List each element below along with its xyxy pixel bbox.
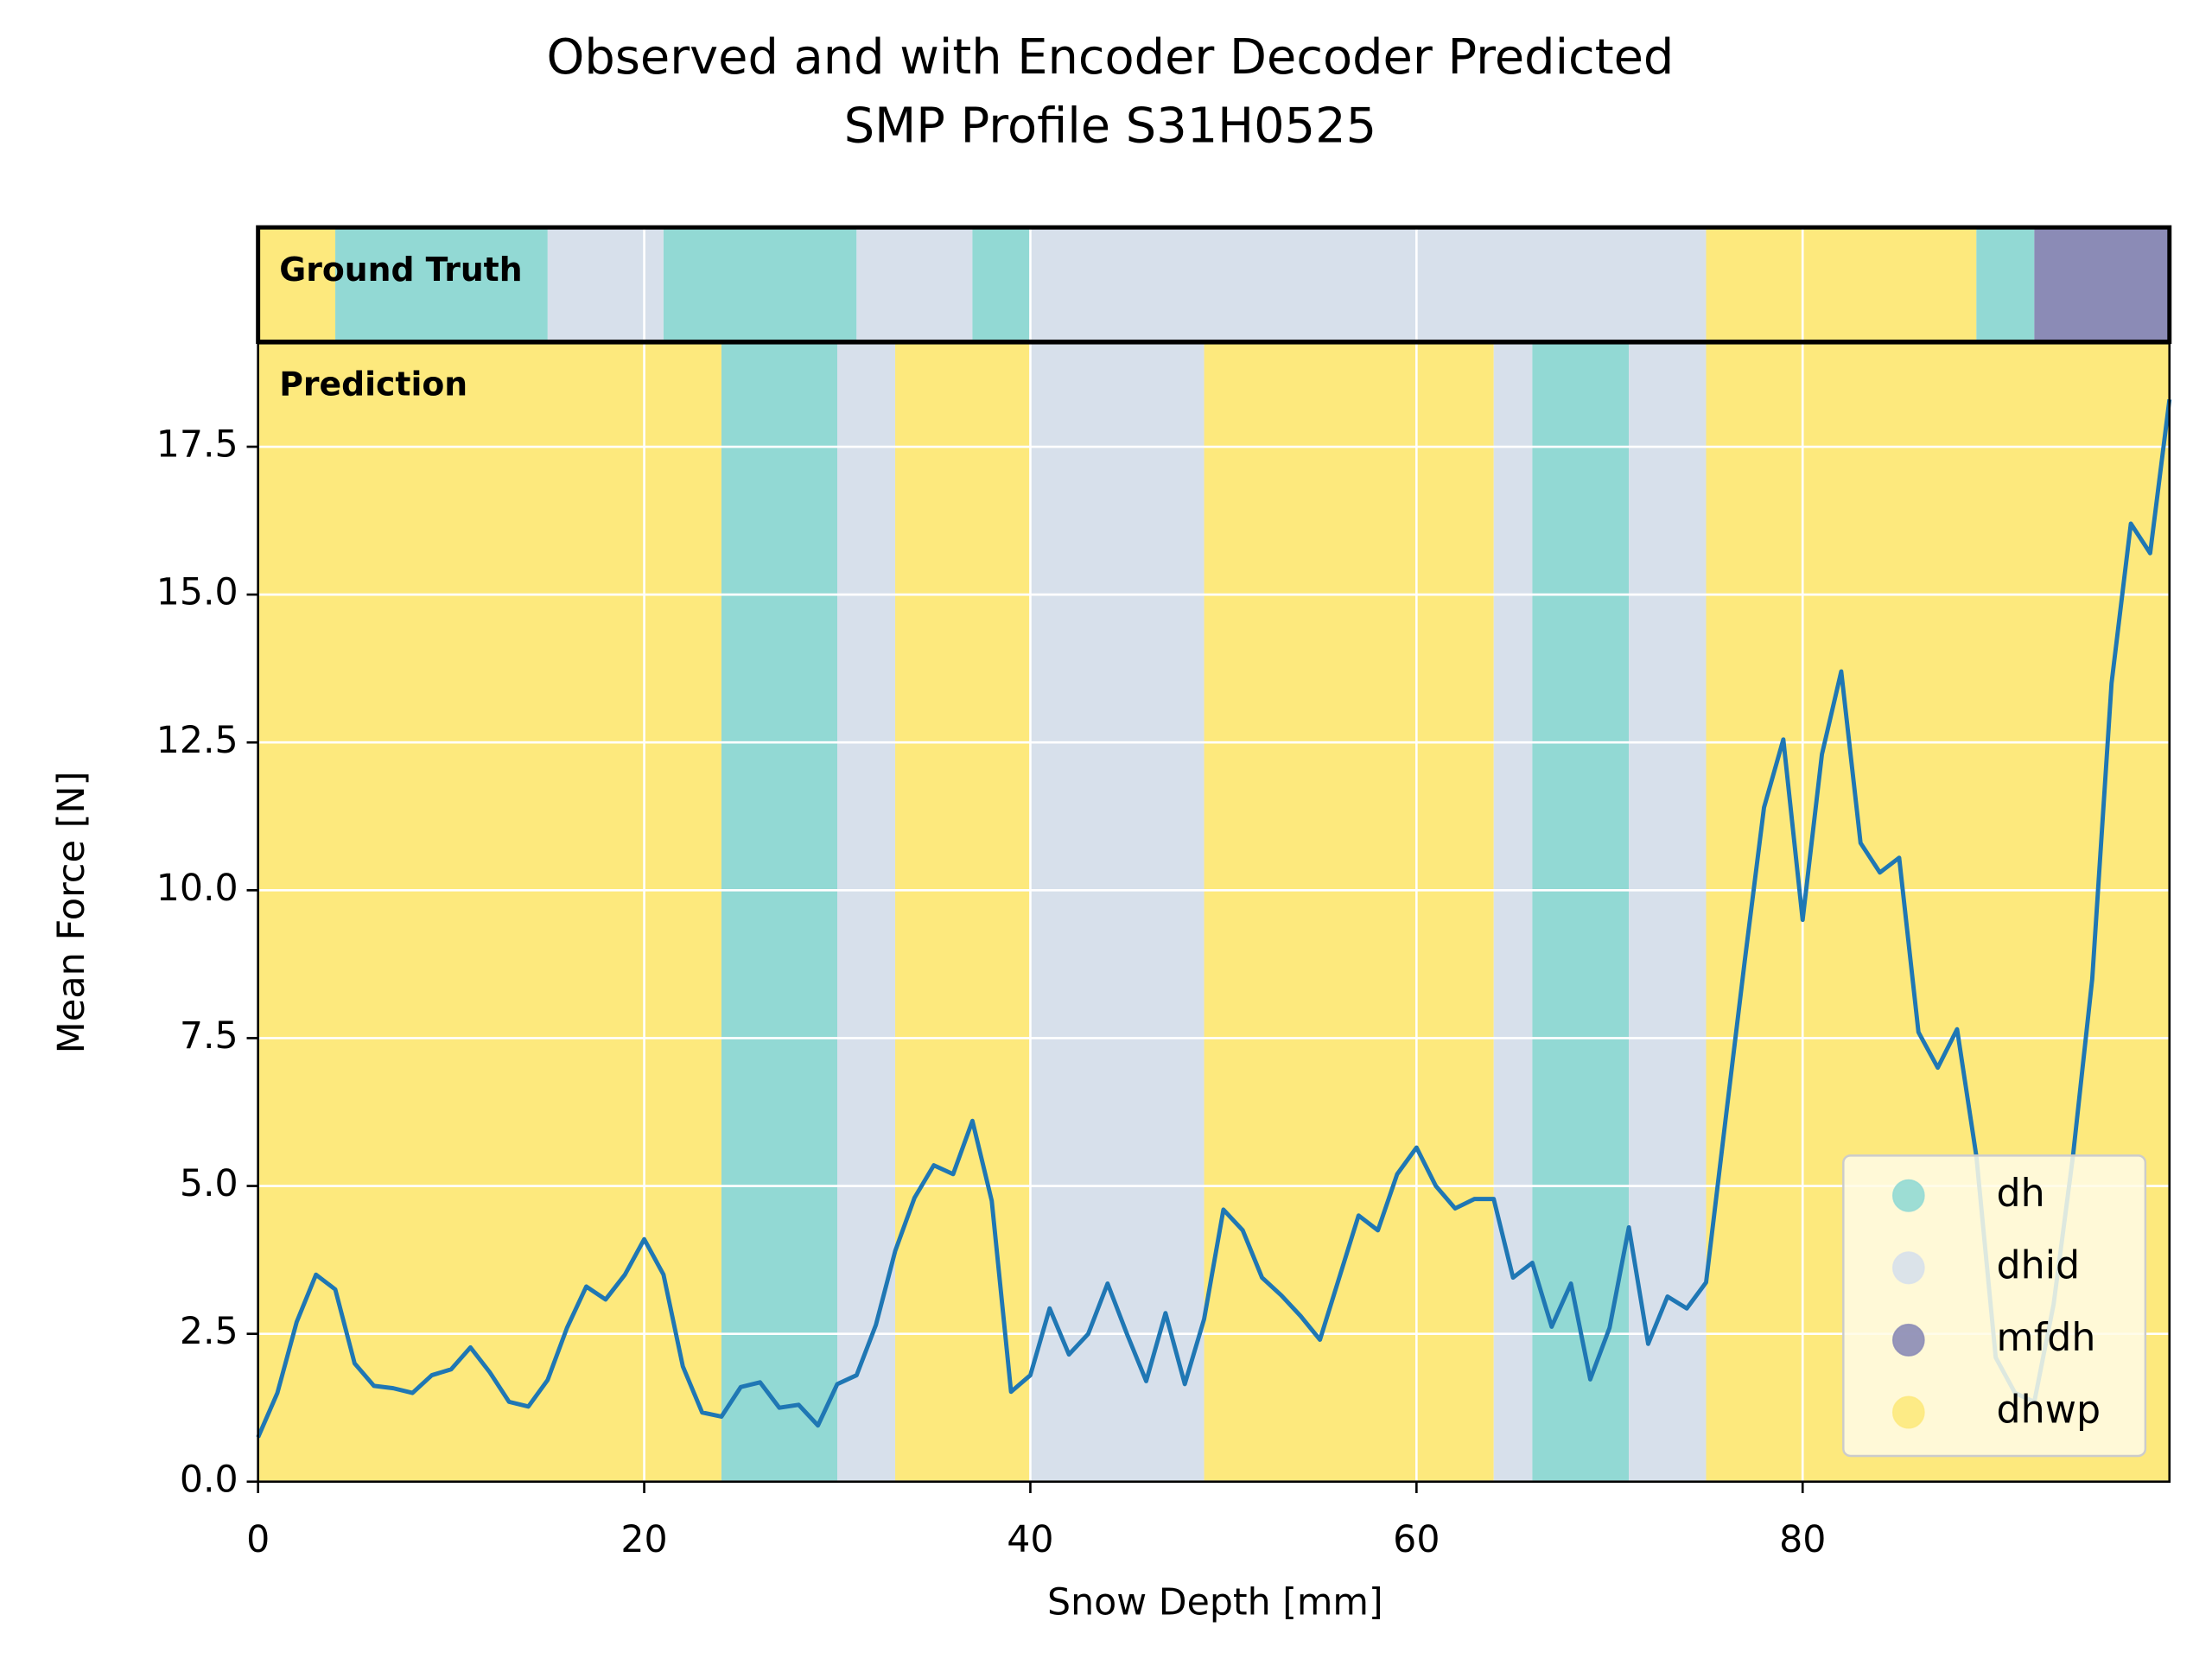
y-tick-label: 5.0	[180, 1162, 238, 1205]
y-tick-label: 15.0	[156, 571, 238, 614]
class-segment	[257, 343, 721, 1482]
class-segment	[335, 227, 548, 342]
class-segment	[837, 343, 896, 1482]
legend-marker	[1891, 1251, 1925, 1285]
legend-marker	[1891, 1179, 1925, 1212]
legend-label: mfdh	[1997, 1316, 2096, 1360]
y-tick-label: 0.0	[180, 1458, 238, 1501]
class-segment	[1204, 343, 1494, 1482]
legend-label: dhid	[1997, 1243, 2081, 1287]
class-segment	[257, 227, 336, 342]
class-segment	[2034, 227, 2170, 342]
x-axis-label: Snow Depth [mm]	[1047, 1580, 1383, 1624]
class-segment	[1030, 343, 1205, 1482]
chart-title: Observed and with Encoder Decoder Predic…	[547, 29, 1675, 86]
class-segment	[856, 227, 973, 342]
class-segment	[1493, 343, 1533, 1482]
y-tick-label: 7.5	[180, 1014, 238, 1058]
legend-box	[1842, 1154, 2147, 1458]
class-segment	[1706, 227, 1977, 342]
class-segment	[1629, 343, 1707, 1482]
x-tick-label: 80	[1779, 1518, 1826, 1561]
class-segment	[972, 227, 1031, 342]
strip-frame	[256, 225, 2172, 345]
legend-marker	[1891, 1395, 1925, 1429]
class-segment	[895, 343, 1031, 1482]
x-tick-label: 20	[620, 1518, 667, 1561]
x-tick-label: 0	[246, 1518, 270, 1561]
x-tick-label: 60	[1393, 1518, 1440, 1561]
class-segment	[547, 227, 664, 342]
legend-label: dhwp	[1997, 1388, 2101, 1432]
y-tick-label: 2.5	[180, 1310, 238, 1353]
y-axis-label: Mean Force [N]	[50, 772, 93, 1054]
chart-subtitle: SMP Profile S31H0525	[844, 98, 1376, 154]
y-tick-label: 12.5	[156, 719, 238, 762]
class-segment	[1030, 227, 1707, 342]
y-tick-label: 10.0	[156, 867, 238, 910]
band-label: Prediction	[279, 365, 467, 403]
data-line	[256, 398, 2172, 1439]
class-segment	[721, 343, 838, 1482]
band-label: Ground Truth	[279, 251, 522, 289]
legend-label: dh	[1997, 1172, 2045, 1216]
legend-marker	[1891, 1323, 1925, 1357]
class-segment	[1976, 227, 2035, 342]
x-tick-label: 40	[1007, 1518, 1053, 1561]
class-segment	[663, 227, 857, 342]
class-segment	[1532, 343, 1630, 1482]
y-tick-label: 17.5	[156, 423, 238, 466]
